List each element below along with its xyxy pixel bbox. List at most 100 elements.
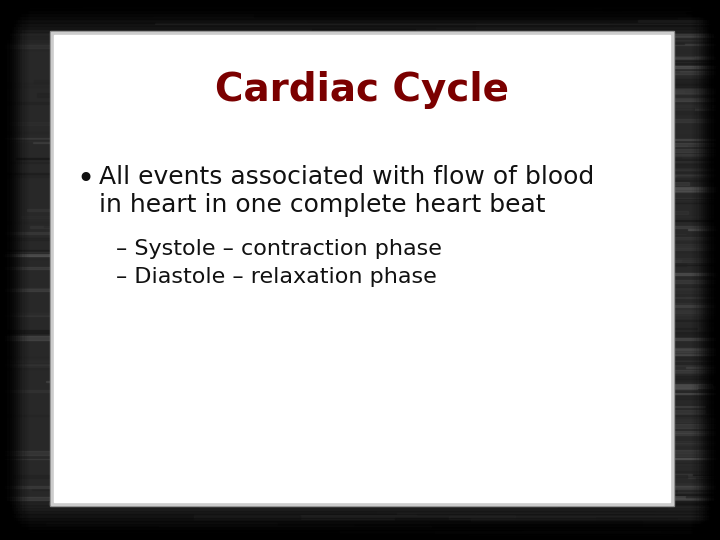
- Bar: [636, 320, 720, 321]
- Bar: [199, 506, 557, 507]
- Bar: [714, 0, 720, 540]
- Bar: [610, 160, 720, 163]
- Bar: [429, 535, 720, 539]
- Bar: [13, 475, 687, 478]
- Bar: [94, 228, 531, 232]
- Bar: [284, 240, 720, 241]
- Bar: [0, 0, 26, 540]
- Bar: [0, 0, 24, 540]
- Bar: [310, 38, 720, 39]
- Bar: [27, 209, 412, 211]
- Bar: [210, 245, 720, 248]
- Bar: [619, 530, 720, 531]
- Bar: [0, 0, 720, 35]
- Bar: [286, 320, 534, 323]
- Bar: [621, 70, 720, 71]
- Bar: [24, 529, 522, 530]
- Bar: [686, 496, 720, 498]
- Bar: [197, 386, 697, 389]
- Bar: [301, 348, 720, 352]
- Bar: [6, 132, 498, 133]
- Bar: [476, 26, 720, 29]
- Bar: [639, 20, 720, 22]
- Bar: [0, 0, 720, 19]
- Bar: [224, 512, 716, 514]
- Bar: [340, 530, 660, 532]
- Bar: [429, 170, 538, 173]
- Bar: [0, 83, 432, 87]
- Bar: [240, 349, 720, 350]
- Bar: [2, 459, 386, 460]
- Bar: [74, 5, 720, 6]
- Bar: [595, 517, 720, 520]
- Bar: [500, 266, 720, 269]
- Bar: [0, 232, 240, 234]
- Bar: [475, 513, 720, 517]
- Bar: [53, 46, 477, 49]
- Bar: [98, 386, 500, 388]
- Bar: [471, 518, 720, 521]
- Bar: [594, 0, 720, 4]
- Bar: [155, 23, 720, 24]
- Bar: [631, 406, 720, 407]
- Bar: [660, 187, 720, 191]
- Bar: [0, 357, 596, 359]
- Bar: [696, 0, 720, 540]
- Bar: [115, 479, 260, 480]
- Bar: [0, 0, 22, 540]
- Bar: [582, 44, 720, 45]
- Bar: [171, 33, 361, 37]
- Bar: [123, 110, 519, 112]
- Bar: [73, 81, 253, 82]
- Bar: [0, 502, 720, 540]
- Bar: [439, 59, 606, 61]
- Bar: [374, 362, 720, 363]
- Bar: [678, 489, 720, 492]
- Bar: [20, 27, 436, 28]
- Bar: [603, 8, 720, 10]
- Bar: [0, 0, 6, 540]
- Text: – Diastole – relaxation phase: – Diastole – relaxation phase: [116, 267, 437, 287]
- Bar: [718, 0, 720, 540]
- Bar: [0, 313, 108, 316]
- Bar: [202, 236, 325, 239]
- Bar: [515, 396, 720, 400]
- Bar: [219, 415, 672, 419]
- Bar: [418, 514, 720, 515]
- Bar: [402, 500, 530, 502]
- Bar: [0, 45, 558, 48]
- Bar: [50, 472, 380, 473]
- Bar: [372, 94, 587, 96]
- Bar: [711, 418, 720, 419]
- Bar: [468, 399, 630, 401]
- Bar: [189, 495, 423, 498]
- Bar: [673, 143, 720, 146]
- Bar: [52, 93, 405, 95]
- Bar: [6, 502, 238, 505]
- Bar: [0, 498, 720, 540]
- Text: in heart in one complete heart beat: in heart in one complete heart beat: [99, 193, 546, 217]
- Bar: [102, 46, 476, 49]
- Bar: [136, 226, 610, 230]
- Bar: [199, 326, 528, 328]
- Bar: [711, 0, 720, 540]
- Bar: [0, 289, 226, 292]
- Bar: [652, 487, 720, 489]
- Bar: [491, 191, 720, 192]
- Bar: [194, 515, 516, 519]
- Bar: [487, 263, 720, 264]
- Bar: [171, 211, 688, 214]
- Text: All events associated with flow of blood: All events associated with flow of blood: [99, 165, 594, 189]
- Bar: [652, 84, 720, 87]
- Bar: [705, 0, 720, 540]
- Bar: [249, 379, 720, 381]
- Bar: [0, 238, 313, 240]
- Bar: [579, 169, 720, 170]
- Bar: [308, 23, 613, 26]
- Bar: [449, 237, 720, 239]
- Bar: [352, 107, 720, 110]
- Bar: [0, 336, 469, 340]
- Bar: [682, 260, 720, 262]
- Bar: [30, 226, 714, 228]
- Bar: [591, 265, 720, 267]
